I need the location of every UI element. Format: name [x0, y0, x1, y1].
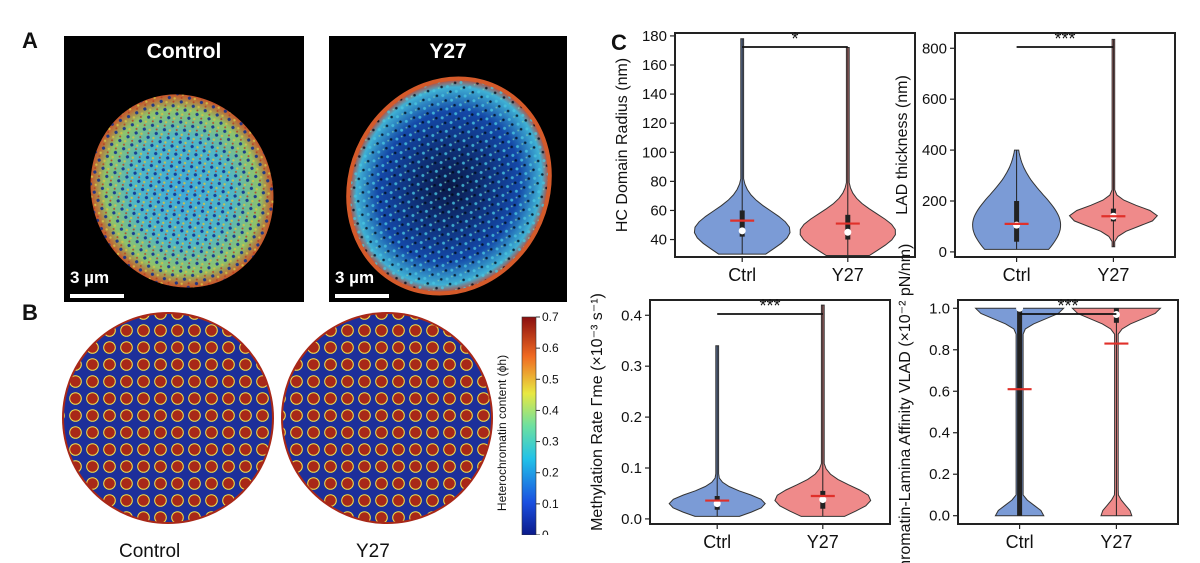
micrograph-title: Control [146, 40, 222, 63]
y-axis-label: Chromatin-Lamina Affinity VLAD (×10⁻² pN… [897, 244, 914, 563]
violin-median [1013, 221, 1021, 229]
x-tick-label: Y27 [1100, 532, 1132, 552]
micrograph-y27: Y27 3 µm [329, 36, 567, 302]
y-tick-label: 0.4 [929, 425, 950, 442]
y-tick-label: 40 [650, 232, 667, 249]
x-tick-label: Y27 [807, 532, 839, 552]
colorbar-tick-label: 0.2 [542, 466, 559, 480]
nucleus-control-image [90, 94, 274, 288]
y-tick-label: 0.3 [621, 358, 642, 375]
y-tick-label: 0 [939, 244, 947, 261]
scale-bar [335, 294, 389, 298]
plot-frame [957, 299, 1179, 525]
x-tick-label: Y27 [832, 265, 864, 285]
colorbar-tick-label: 0.6 [542, 341, 559, 355]
violin-median [844, 228, 852, 236]
x-tick-label: Ctrl [1006, 532, 1034, 552]
scale-bar [70, 294, 124, 298]
colorbar-tick-label: 0.3 [542, 435, 559, 449]
colorbar-tick-label: 0.4 [542, 403, 559, 417]
simulation-panel: 0 0.1 0.2 0.3 0.4 0.5 0.6 0.7 [62, 310, 559, 535]
y-tick-label: 1.0 [929, 300, 950, 317]
y-tick-label: 60 [650, 202, 667, 219]
x-tick-label: Y27 [1097, 265, 1129, 285]
y-tick-label: 800 [922, 40, 947, 57]
colorbar-label: Heterochromatin content (ϕh) [495, 354, 509, 512]
violin-chart: 0.0 0.1 0.2 0.3 0.4 Ctrl Y27 *** Methylation Rat… [589, 293, 891, 552]
panel-letter-b: B [22, 300, 38, 325]
plot-frame [674, 32, 916, 258]
y-tick-label: 0.4 [621, 307, 642, 324]
scale-bar-label: 3 µm [70, 268, 110, 287]
panel-letter-a: A [22, 28, 38, 53]
violin-chart: 0 200 400 600 800 Ctrl Y27 *** LAD thickness (nm… [894, 29, 1176, 285]
colorbar-label-wrap: Heterochromatin content (ϕh) [494, 326, 510, 541]
y-axis-label: HC Domain Radius (nm) [614, 58, 631, 232]
significance-label: *** [759, 296, 780, 316]
violin-median [713, 500, 721, 508]
colorbar-tick-label: 0.7 [542, 310, 559, 324]
violin-chart: 0.0 0.2 0.4 0.6 0.8 1.0 Ctrl Y27 *** Chromatin-La… [897, 244, 1179, 563]
x-tick-label: Ctrl [1003, 265, 1031, 285]
y-tick-label: 0.8 [929, 342, 950, 359]
x-tick-label: Ctrl [728, 265, 756, 285]
simulation-control [62, 312, 274, 524]
simulation-y27 [281, 312, 493, 524]
violin-median [738, 227, 746, 235]
nucleus-y27-image [346, 76, 552, 296]
significance-label: *** [1054, 29, 1075, 49]
micrograph-title: Y27 [429, 40, 467, 63]
x-tick-label: Ctrl [703, 532, 731, 552]
y-axis-label: LAD thickness (nm) [894, 75, 911, 215]
plot-frame [954, 32, 1176, 258]
y-tick-label: 0.2 [929, 466, 950, 483]
violin-chart: 40 60 80 100 120 140 160 180 Ctrl Y27 * HC Domain R… [614, 28, 916, 285]
y-axis-label: Methylation Rate Γme (×10⁻³ s⁻¹) [589, 293, 606, 531]
y-tick-label: 80 [650, 173, 667, 190]
y-tick-label: 400 [922, 142, 947, 159]
y-tick-label: 180 [642, 28, 667, 45]
y-tick-label: 140 [642, 86, 667, 103]
y-tick-label: 160 [642, 57, 667, 74]
simulation-label-y27: Y27 [356, 541, 390, 562]
colorbar: 0 0.1 0.2 0.3 0.4 0.5 0.6 0.7 [521, 310, 559, 535]
plot-frame [649, 299, 891, 525]
y-tick-label: 120 [642, 115, 667, 132]
y-tick-label: 100 [642, 144, 667, 161]
significance-label: * [791, 29, 798, 49]
scale-bar-label: 3 µm [335, 268, 375, 287]
micrograph-control: Control 3 µm [64, 36, 304, 302]
violin-median [819, 496, 827, 504]
y-tick-label: 600 [922, 91, 947, 108]
y-tick-label: 0.6 [929, 383, 950, 400]
y-tick-label: 0.2 [621, 409, 642, 426]
y-tick-label: 200 [922, 193, 947, 210]
panel-letter-c: C [611, 30, 627, 55]
y-tick-label: 0.0 [621, 511, 642, 528]
colorbar-tick-label: 0.5 [542, 372, 559, 386]
violin-median [1016, 304, 1024, 312]
colorbar-tick-label: 0 [542, 528, 549, 535]
violin-charts: 40 60 80 100 120 140 160 180 Ctrl Y27 * HC Domain R… [589, 28, 1179, 563]
colorbar-tick-label: 0.1 [542, 497, 559, 511]
y-tick-label: 0.0 [929, 508, 950, 525]
significance-label: *** [1057, 296, 1078, 316]
simulation-label-control: Control [119, 541, 181, 562]
y-tick-label: 0.1 [621, 460, 642, 477]
